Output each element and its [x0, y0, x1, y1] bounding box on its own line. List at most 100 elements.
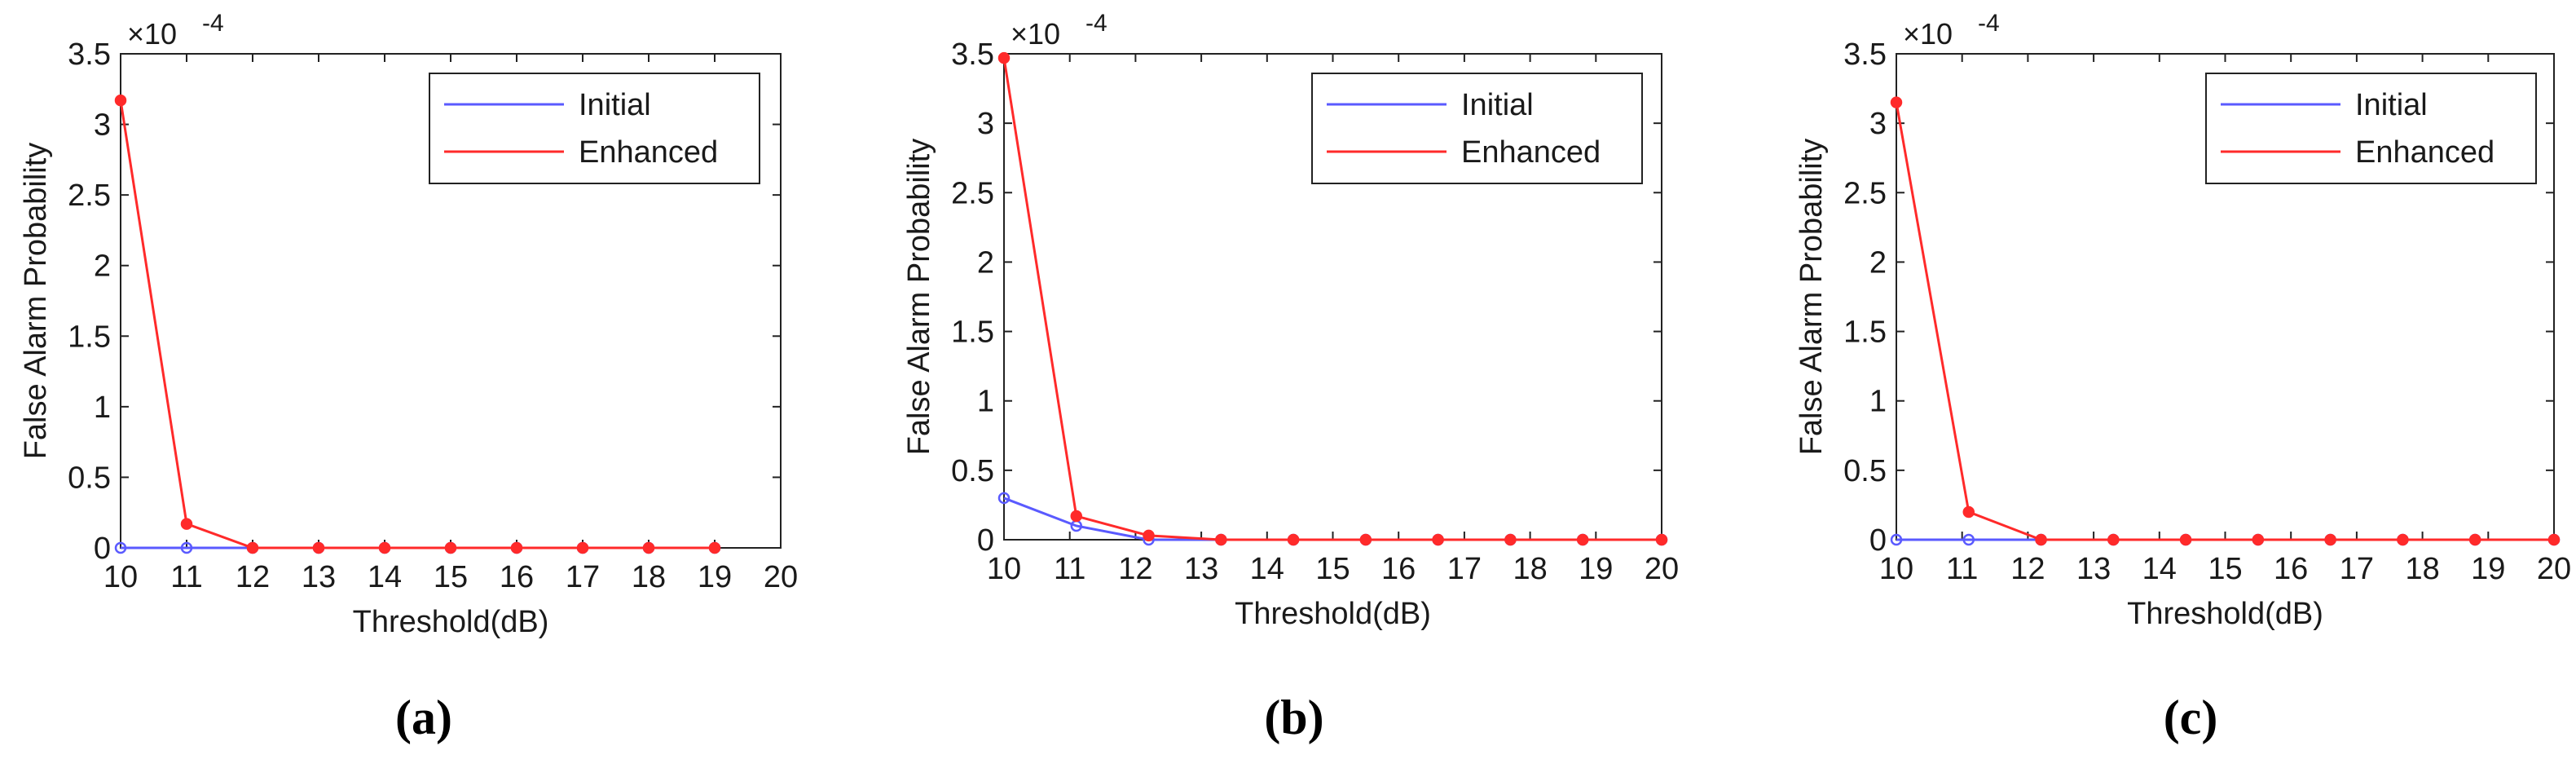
legend-label-initial: Initial	[1461, 88, 1534, 122]
y-tick-label: 0	[977, 523, 994, 558]
x-tick-label: 16	[500, 560, 534, 594]
data-point-enhanced	[576, 541, 589, 554]
legend-box	[2205, 73, 2537, 184]
y-tick-label: 3	[1869, 107, 1887, 141]
y-tick-label: 2	[94, 249, 111, 284]
chart-panel-b: 10 11 12 13 14 15 16 17 18 19 20 0 0.5 1 1.5 2 2.5 3 3.5 ×1…	[902, 10, 1679, 744]
data-point-enhanced	[2468, 533, 2481, 546]
data-point-initial	[114, 541, 127, 554]
data-point-enhanced	[444, 541, 457, 554]
x-tick-label: 19	[1579, 552, 1613, 586]
x-axis-title: Threshold(dB)	[2127, 597, 2323, 631]
panel-label: (c)	[2164, 691, 2218, 744]
x-tick-label: 18	[1513, 552, 1547, 586]
x-tick-label: 16	[1381, 552, 1416, 586]
data-point-enhanced	[246, 541, 259, 554]
series-line-enhanced	[1895, 102, 2554, 541]
x-tick-label: 17	[1447, 552, 1482, 586]
x-tick-label: 20	[2537, 552, 2571, 586]
data-point-enhanced	[1215, 533, 1227, 546]
y-tick-label: 1	[94, 391, 111, 425]
data-point-enhanced	[1504, 533, 1517, 546]
x-tick-label: 16	[2274, 552, 2308, 586]
y-tick-label: 0.5	[1843, 454, 1887, 488]
legend-label-enhanced: Enhanced	[579, 135, 718, 170]
y-tick-label: 2	[977, 245, 994, 280]
series-enhanced	[997, 51, 1668, 546]
x-tick-label: 13	[302, 560, 336, 594]
x-tick-label: 12	[2010, 552, 2045, 586]
legend-box	[1311, 73, 1643, 184]
x-tick-label: 15	[1315, 552, 1350, 586]
y-axis-title: False Alarm Probability	[902, 139, 936, 456]
y-tick-label: 2	[1869, 245, 1887, 280]
data-point-enhanced	[2397, 533, 2409, 546]
y-tick-label: 1	[1869, 385, 1887, 419]
x-tick-label: 14	[368, 560, 402, 594]
series-enhanced	[114, 94, 721, 554]
y-tick-label: 1	[977, 385, 994, 419]
data-point-enhanced	[2324, 533, 2336, 546]
x-tick-label: 17	[566, 560, 600, 594]
data-point-enhanced	[312, 541, 325, 554]
y-tick-label: 2.5	[68, 179, 111, 213]
x-tick-label: 10	[987, 552, 1021, 586]
series-enhanced	[1890, 96, 2561, 546]
y-exponent-label: ×10	[1903, 17, 1953, 51]
legend-label-enhanced: Enhanced	[1461, 135, 1601, 170]
data-point-enhanced	[1070, 510, 1083, 523]
data-point-enhanced	[1576, 533, 1589, 546]
data-point-enhanced	[1890, 96, 1903, 108]
data-point-enhanced	[1962, 505, 1975, 519]
y-tick-label: 3.5	[68, 38, 111, 72]
y-exponent-power: -4	[1978, 10, 2000, 37]
legend: Initial Enhanced	[429, 73, 760, 184]
y-tick-label: 1.5	[68, 320, 111, 354]
data-point-enhanced	[1655, 533, 1668, 546]
legend-label-initial: Initial	[2355, 88, 2428, 122]
data-point-enhanced	[708, 541, 721, 554]
y-exponent-label: ×10	[127, 17, 177, 51]
y-exponent-power: -4	[202, 10, 224, 37]
y-axis-title: False Alarm Probability	[19, 143, 53, 460]
y-tick-label: 3.5	[1843, 38, 1887, 72]
x-tick-label: 19	[698, 560, 732, 594]
data-point-enhanced	[2252, 533, 2265, 546]
data-point-enhanced	[2547, 533, 2561, 546]
x-tick-label: 11	[1946, 552, 1978, 586]
x-tick-label: 10	[1879, 552, 1913, 586]
series-line-enhanced	[119, 99, 715, 550]
data-point-enhanced	[997, 51, 1011, 64]
legend-label-enhanced: Enhanced	[2355, 135, 2495, 170]
y-tick-label: 3	[94, 108, 111, 143]
x-tick-label: 20	[1645, 552, 1679, 586]
y-tick-label: 0.5	[951, 454, 994, 488]
x-tick-label: 14	[1250, 552, 1284, 586]
data-point-enhanced	[1359, 533, 1372, 546]
legend-box	[429, 73, 760, 184]
data-point-initial	[997, 492, 1011, 505]
chart-panel-c: 10 11 12 13 14 15 16 17 18 19 20 0 0.5 1 1.5 2 2.5 3 3.5 ×1…	[1794, 10, 2571, 744]
legend: Initial Enhanced	[2205, 73, 2537, 184]
x-tick-label: 12	[236, 560, 270, 594]
data-point-enhanced	[378, 541, 391, 554]
chart-panel-a: 10 11 12 13 14 15 16 17 18 19 20 0 0.5 1 1.5 2 2.5 3 3.5 ×1…	[19, 10, 798, 744]
y-tick-label: 2.5	[1843, 176, 1887, 210]
data-point-enhanced	[642, 541, 655, 554]
x-tick-label: 11	[1054, 552, 1085, 586]
x-tick-label: 11	[170, 560, 202, 594]
y-tick-label: 3	[977, 107, 994, 141]
data-point-enhanced	[1432, 533, 1444, 546]
y-exponent-label: ×10	[1011, 17, 1060, 51]
y-tick-label: 1.5	[951, 316, 994, 350]
x-axis-title: Threshold(dB)	[1235, 597, 1431, 631]
data-point-enhanced	[1143, 529, 1155, 542]
y-tick-label: 0	[1869, 523, 1887, 558]
legend: Initial Enhanced	[1311, 73, 1643, 184]
x-tick-label: 10	[103, 560, 138, 594]
data-point-enhanced	[510, 541, 523, 554]
data-point-enhanced	[2107, 533, 2120, 546]
x-tick-label: 14	[2142, 552, 2177, 586]
data-point-initial	[1890, 533, 1903, 546]
